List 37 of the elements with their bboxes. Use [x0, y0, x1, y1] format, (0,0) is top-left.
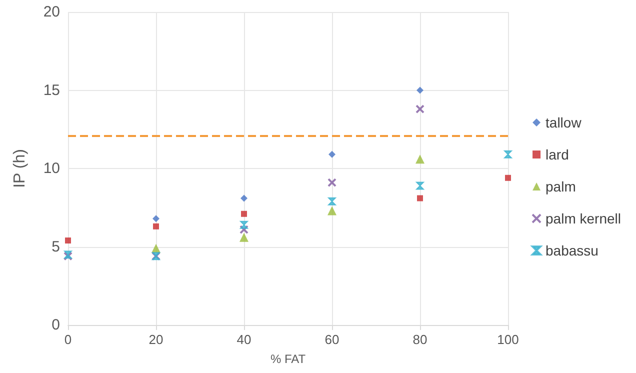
point [328, 197, 336, 206]
point [241, 210, 247, 217]
x-tick-label: 40 [236, 332, 252, 347]
point [240, 220, 248, 229]
y-tick-label: 5 [52, 238, 60, 256]
x-tick-label: 60 [324, 332, 340, 347]
x-tick-label: 20 [148, 332, 164, 347]
legend-label: palm [546, 178, 576, 194]
point [240, 232, 248, 242]
y-tick-label: 10 [43, 160, 60, 177]
x-tick-label: 0 [64, 332, 72, 347]
y-tick-label: 20 [43, 4, 60, 20]
point [328, 206, 336, 216]
point [416, 104, 424, 114]
point [152, 215, 160, 222]
x-tick-label: 100 [497, 332, 519, 347]
y-tick-label: 15 [43, 82, 60, 99]
point [65, 237, 71, 244]
point [328, 150, 336, 158]
x-tick-label: 80 [412, 332, 428, 347]
point [504, 150, 512, 158]
legend-label: palm kernell [546, 210, 622, 226]
legend-label: babassu [546, 242, 598, 258]
point [153, 223, 159, 230]
x-axis-title: % FAT [270, 352, 306, 366]
point [416, 86, 424, 94]
legend-label: lard [546, 146, 569, 162]
point [328, 178, 336, 188]
point [240, 225, 248, 234]
y-tick-label: 0 [52, 316, 60, 334]
point [416, 182, 424, 190]
legend-label: tallow [546, 114, 582, 130]
point [505, 174, 511, 181]
point [416, 154, 424, 164]
y-axis-title: IP (h) [12, 149, 28, 188]
point [417, 195, 423, 202]
point [240, 194, 248, 202]
